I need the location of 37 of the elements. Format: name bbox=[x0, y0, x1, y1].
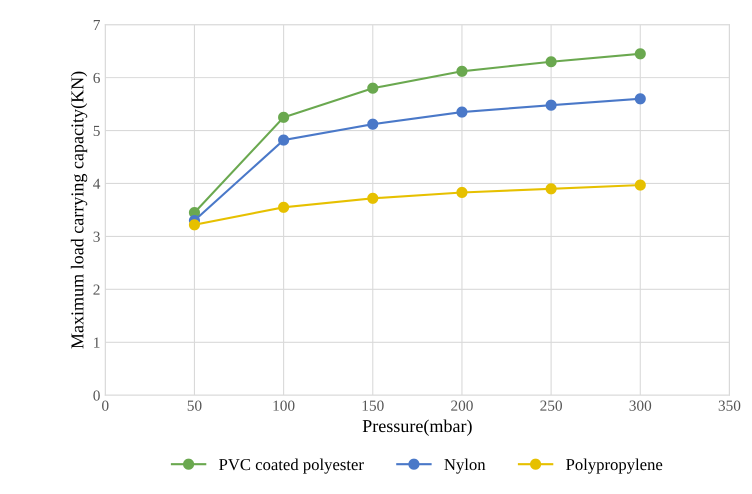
point bbox=[278, 112, 290, 123]
x-tick-label: 350 bbox=[718, 400, 740, 411]
point bbox=[456, 66, 468, 77]
x-tick-label: 0 bbox=[102, 400, 109, 411]
point bbox=[367, 118, 378, 130]
legend-label: Polypropylene bbox=[566, 458, 662, 474]
x-tick-label: 100 bbox=[273, 400, 294, 411]
y-tick-label: 7 bbox=[94, 20, 100, 30]
y-tick-label: 4 bbox=[93, 178, 100, 189]
y-tick-label: 1 bbox=[94, 337, 100, 348]
point bbox=[188, 219, 200, 230]
point bbox=[367, 82, 378, 94]
x-tick-label: 150 bbox=[362, 400, 384, 411]
point bbox=[546, 100, 557, 111]
x-axis-title: Pressure(mbar) bbox=[362, 419, 472, 436]
legend-label: Nylon bbox=[444, 458, 486, 474]
x-tick-label: 200 bbox=[451, 400, 473, 411]
legend-label: PVC coated polyester bbox=[219, 458, 364, 474]
point bbox=[634, 48, 646, 60]
point bbox=[367, 192, 378, 204]
point bbox=[546, 183, 557, 194]
y-tick-label: 3 bbox=[94, 232, 100, 242]
point bbox=[278, 134, 290, 146]
y-tick-label: 0 bbox=[93, 390, 100, 401]
point bbox=[456, 186, 468, 198]
x-tick-label: 250 bbox=[540, 400, 562, 411]
x-tick-label: 300 bbox=[630, 400, 652, 411]
point bbox=[634, 180, 646, 191]
point bbox=[456, 106, 468, 118]
y-tick-label: 2 bbox=[93, 284, 100, 295]
x-tick-label: 50 bbox=[188, 400, 202, 411]
y-axis-title: Maximum load carrying capacity(KN) bbox=[70, 72, 88, 349]
y-tick-label: 5 bbox=[94, 126, 100, 136]
y-tick-label: 6 bbox=[93, 72, 100, 84]
point bbox=[278, 202, 290, 213]
point bbox=[634, 93, 646, 104]
point bbox=[546, 56, 557, 68]
